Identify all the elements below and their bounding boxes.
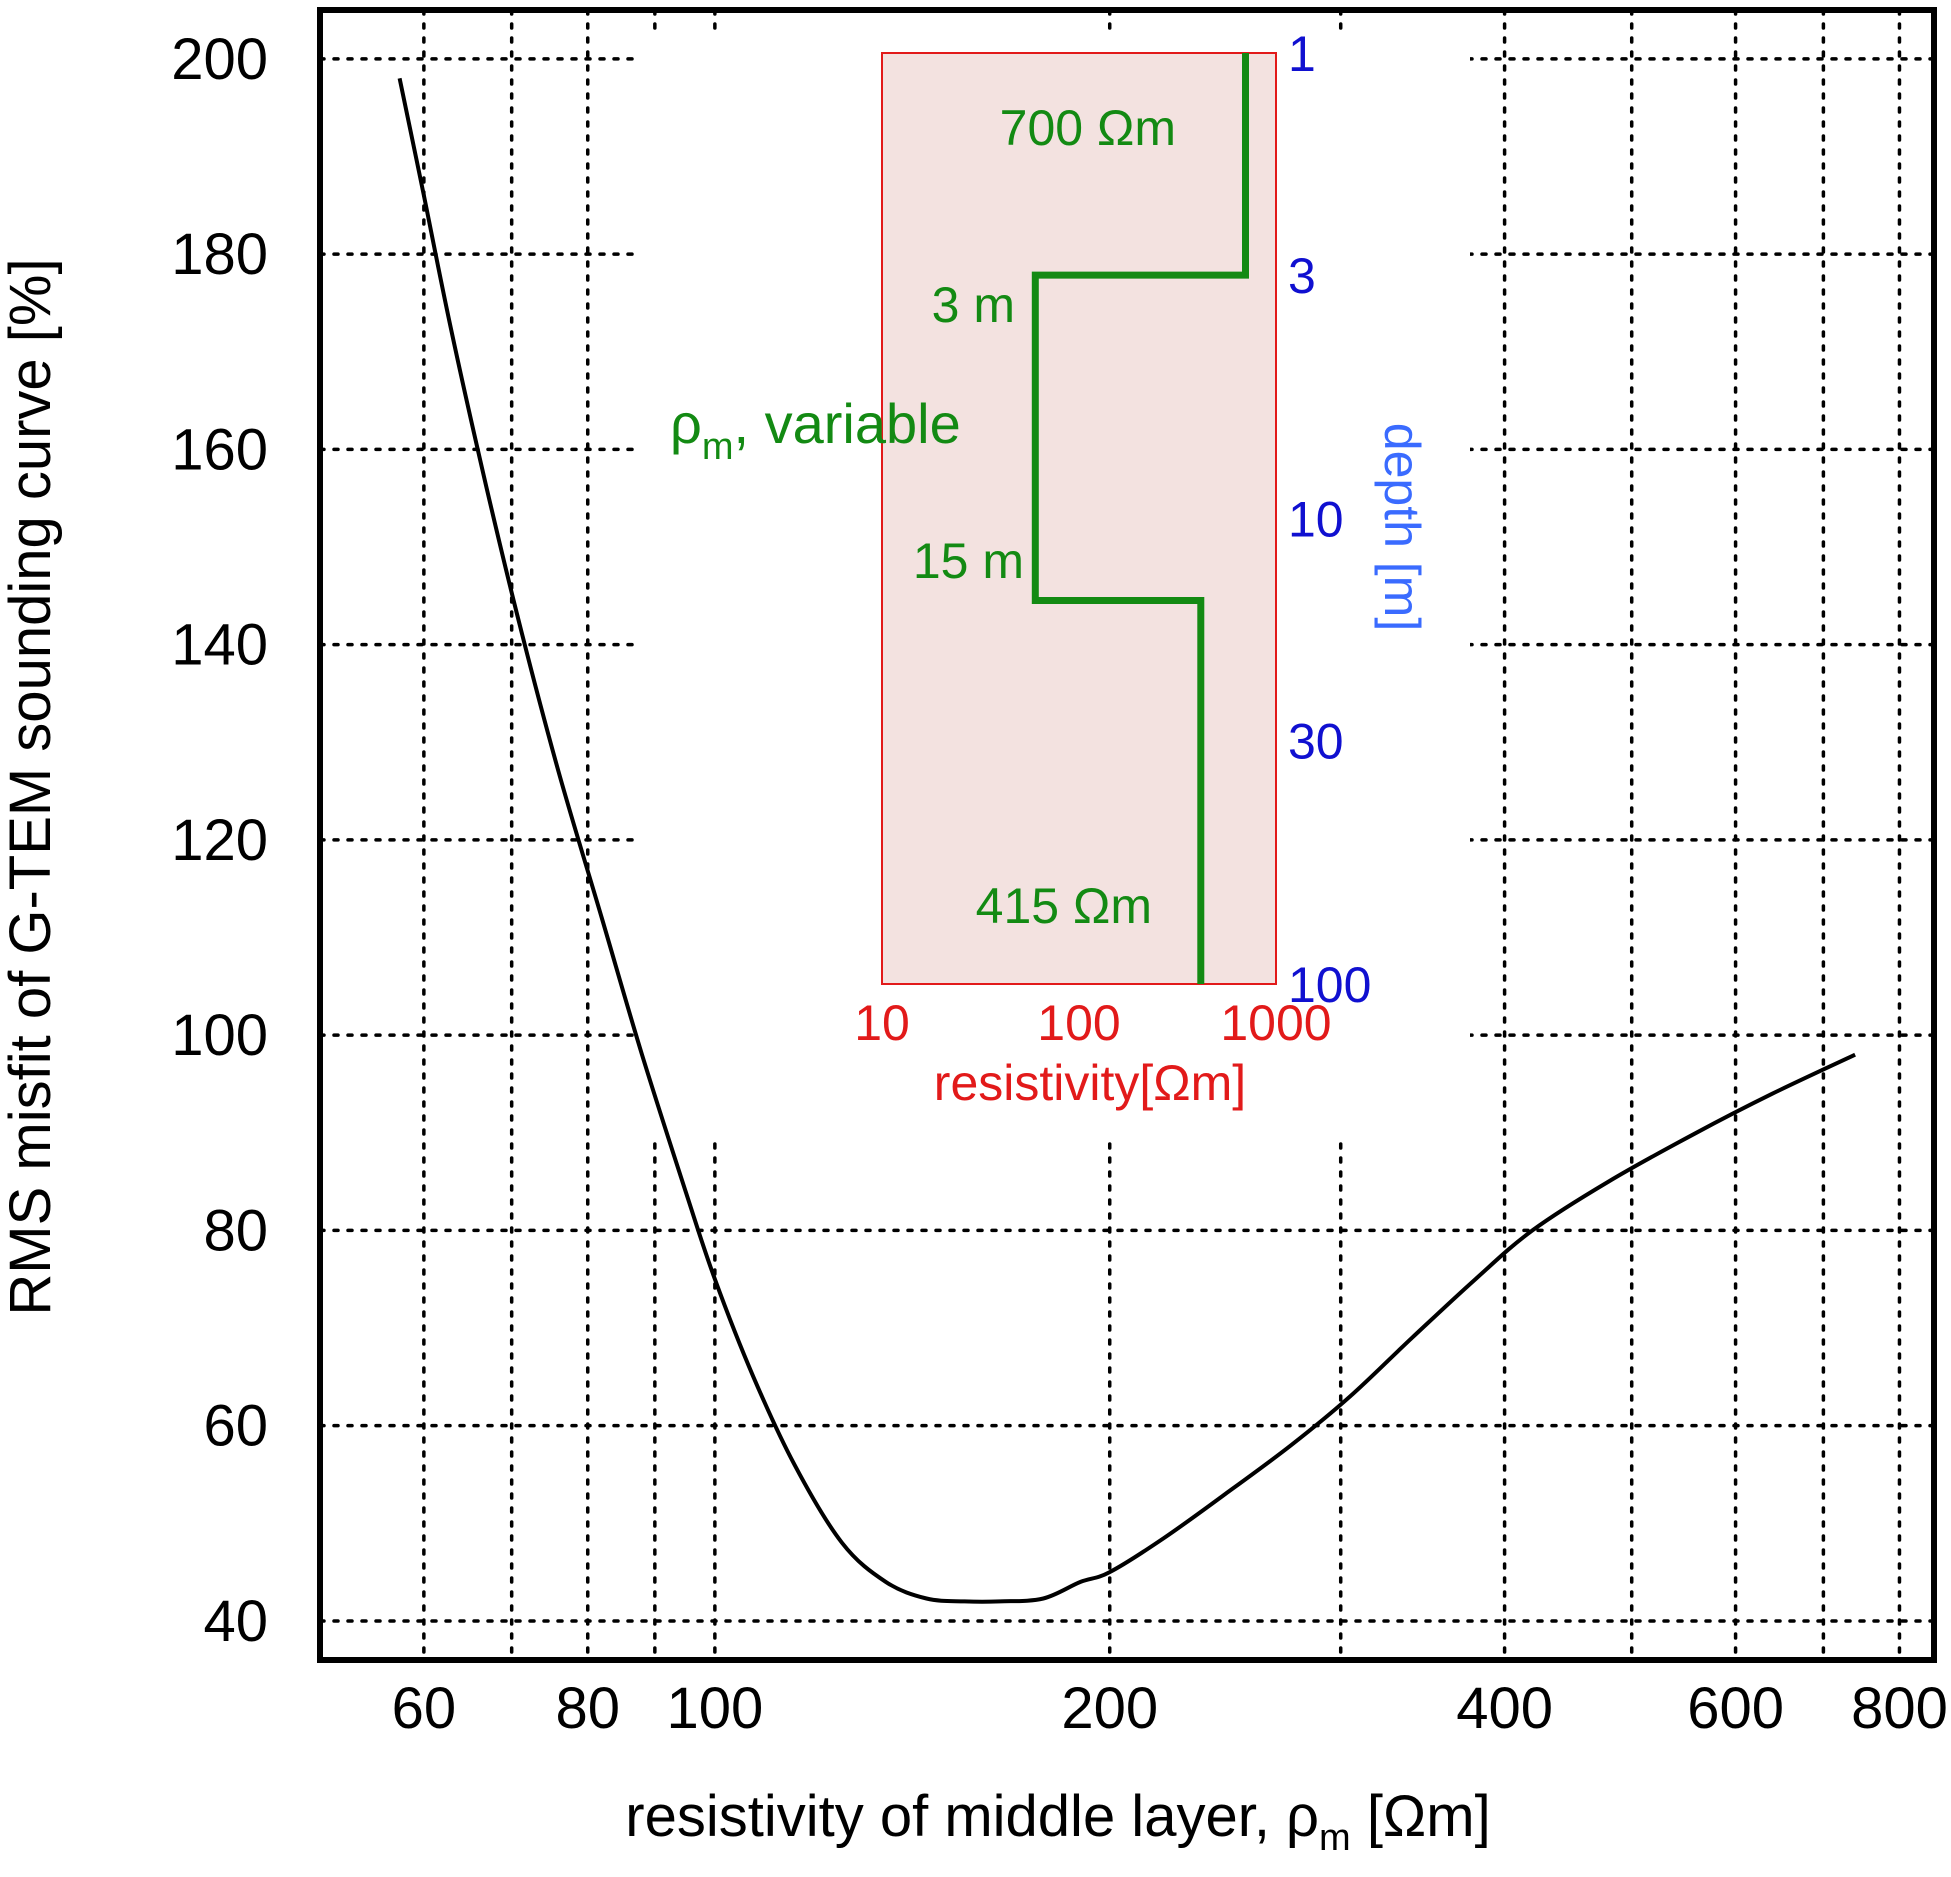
inset-annotation-bottom-resistivity: 415 Ωm — [976, 878, 1152, 934]
inset-title-rest: , variable — [734, 392, 961, 455]
x-axis-title-main: resistivity of middle layer, ρ — [625, 1784, 1319, 1849]
x-tick-label-6: 800 — [1851, 1676, 1948, 1741]
x-tick-label-3: 200 — [1061, 1676, 1158, 1741]
y-tick-label-2: 80 — [203, 1198, 268, 1263]
inset-y-tick-label-4: 100 — [1288, 957, 1371, 1013]
resistivity-profile-line — [1031, 53, 1249, 984]
x-axis-title-subscript: m — [1319, 1817, 1351, 1859]
y-tick-label-0: 40 — [203, 1589, 268, 1654]
x-tick-label-0: 60 — [392, 1676, 457, 1741]
y-tick-label-7: 180 — [171, 222, 268, 287]
main-plot-frame — [317, 7, 1937, 1663]
inset-y-tick-label-1: 3 — [1288, 248, 1316, 304]
inset-x-tick-label-2: 1000 — [1220, 995, 1331, 1051]
x-tick-label-5: 600 — [1687, 1676, 1784, 1741]
y-tick-label-4: 120 — [171, 808, 268, 873]
x-tick-label-2: 100 — [666, 1676, 763, 1741]
rms-misfit-curve — [397, 77, 1856, 1604]
inset-plot-area — [881, 52, 1277, 985]
y-tick-label-8: 200 — [171, 27, 268, 92]
inset-annotation-depth-3m: 3 m — [932, 277, 1015, 333]
inset-annotation-depth-15m: 15 m — [913, 533, 1024, 589]
x-tick-label-4: 400 — [1456, 1676, 1553, 1741]
inset-x-tick-label-1: 100 — [1037, 995, 1120, 1051]
inset-title: ρm, variable — [670, 392, 961, 468]
inset-annotation-top-resistivity: 700 Ωm — [1000, 100, 1176, 156]
x-axis-title-unit: [Ωm] — [1351, 1784, 1491, 1849]
main-gridlines — [318, 8, 1936, 1662]
inset-y-tick-label-0: 1 — [1288, 26, 1316, 82]
inset-y-axis-title: depth [m] — [1374, 423, 1430, 631]
inset-title-rho: ρ — [670, 392, 702, 455]
inset-x-axis-title: resistivity[Ωm] — [934, 1055, 1246, 1111]
y-tick-label-1: 60 — [203, 1394, 268, 1459]
y-tick-label-3: 100 — [171, 1003, 268, 1068]
inset-y-tick-label-2: 10 — [1288, 492, 1344, 548]
y-tick-label-6: 160 — [171, 417, 268, 482]
inset-title-subscript: m — [702, 426, 734, 468]
inset-x-tick-label-0: 10 — [854, 995, 910, 1051]
x-tick-label-1: 80 — [555, 1676, 620, 1741]
x-axis-title: resistivity of middle layer, ρm [Ωm] — [625, 1784, 1490, 1859]
y-axis-title: RMS misfit of G-TEM sounding curve [%] — [0, 258, 63, 1315]
inset-y-tick-label-3: 30 — [1288, 714, 1344, 770]
main-tick-labels: 40 60 80 100 120 140 160 180 200 60 80 100 200 400 600… — [171, 27, 1948, 1741]
y-tick-label-5: 140 — [171, 613, 268, 678]
